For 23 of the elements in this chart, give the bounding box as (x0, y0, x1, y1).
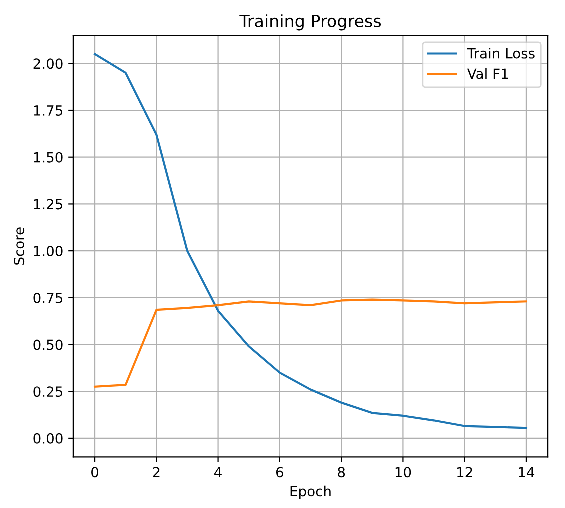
y-tick-label: 1.25 (34, 199, 63, 210)
y-tick-label: 0.25 (34, 386, 63, 398)
y-axis-title: Score (14, 228, 25, 265)
x-tick-label: 12 (458, 467, 472, 478)
legend-label: Train Loss (467, 48, 535, 59)
x-axis-title: Epoch (290, 486, 331, 500)
chart-title: Training Progress (240, 14, 382, 31)
y-tick-label: 0.00 (34, 433, 63, 444)
x-tick-label: 4 (214, 467, 222, 478)
x-tick-label: 6 (276, 467, 284, 478)
y-tick-label: 2.00 (34, 58, 63, 70)
x-tick-label: 0 (92, 467, 99, 478)
y-tick-label: 0.75 (34, 292, 63, 304)
x-tick-label: 10 (396, 467, 412, 478)
y-tick-label: 1.50 (34, 152, 63, 163)
x-tick-label: 2 (153, 467, 160, 478)
y-tick-label: 1.00 (34, 246, 63, 257)
legend-label: Val F1 (467, 68, 508, 80)
line-series (94, 298, 528, 388)
y-tick-label: 0.50 (34, 340, 63, 350)
x-tick-label: 8 (338, 467, 346, 478)
y-tick-label: 1.75 (34, 106, 63, 116)
x-tick-label: 14 (519, 467, 535, 478)
